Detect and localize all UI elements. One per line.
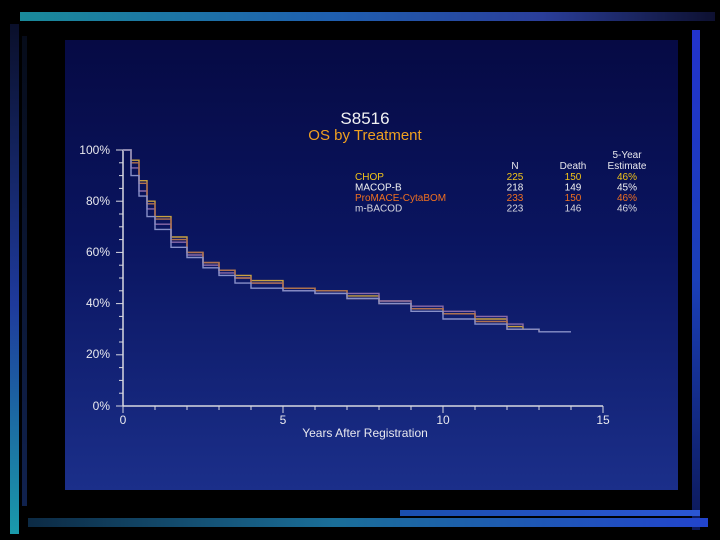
chart-title: S8516 [340,109,389,128]
decorative-bar-bottom-short [400,510,700,516]
series-line-macop-b [123,149,524,327]
series-line-m-bacod [123,149,571,333]
x-axis-label: Years After Registration [302,426,428,440]
y-tick-label-0: 0% [93,399,111,413]
legend-header-estimate-line2: Estimate [608,161,647,172]
decorative-bar-right [692,30,700,530]
y-tick-label-60: 60% [86,245,110,259]
legend-n-macop-b: 218 [507,183,524,194]
x-tick-label-5: 5 [280,413,287,427]
legend-estimate-m-bacod: 46% [617,204,637,215]
legend-estimate-macop-b: 45% [617,183,637,194]
legend-n-chop: 225 [507,172,524,183]
x-tick-label-15: 15 [596,413,610,427]
survival-curves [123,149,571,333]
legend-name-promace-cytabom: ProMACE-CytaBOM [355,193,446,204]
decorative-bar-left [10,24,19,534]
x-tick-marks [122,406,604,413]
legend-name-chop: CHOP [355,172,384,183]
legend-header-n: N [511,161,518,172]
x-tick-label-0: 0 [120,413,127,427]
chart-subtitle: OS by Treatment [308,127,422,144]
legend-table: N Death 5-Year Estimate CHOP 225 150 46% MAC… [355,150,647,215]
series-line-promace-cytabom [123,149,540,332]
y-tick-label-40: 40% [86,296,110,310]
chart-panel [65,40,678,490]
legend-death-promace-cytabom: 150 [565,193,582,204]
x-tick-label-10: 10 [436,413,450,427]
legend-estimate-chop: 46% [617,172,637,183]
decorative-bar-bottom [28,518,708,527]
y-tick-marks [116,149,123,407]
legend-death-m-bacod: 146 [565,204,582,215]
decorative-bar-left-inner [22,36,27,506]
legend-header-estimate-line1: 5-Year [612,150,642,161]
legend-name-macop-b: MACOP-B [355,183,402,194]
y-tick-label-80: 80% [86,194,110,208]
y-tick-label-20: 20% [86,347,110,361]
legend-n-promace-cytabom: 233 [507,193,524,204]
y-tick-label-100: 100% [79,143,110,157]
legend-death-chop: 150 [565,172,582,183]
legend-death-macop-b: 149 [565,183,582,194]
legend-n-m-bacod: 223 [507,204,524,215]
legend-estimate-promace-cytabom: 46% [617,193,637,204]
legend-header-death: Death [560,161,587,172]
decorative-bar-top [20,12,715,21]
legend-name-m-bacod: m-BACOD [355,204,402,215]
